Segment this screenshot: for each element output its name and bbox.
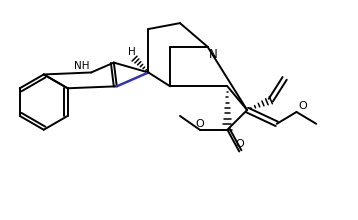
Text: NH: NH [74,61,89,70]
Text: O: O [236,139,245,150]
Text: O: O [299,101,307,111]
Text: H: H [128,47,135,57]
Text: O: O [195,119,204,129]
Text: N: N [209,48,217,61]
